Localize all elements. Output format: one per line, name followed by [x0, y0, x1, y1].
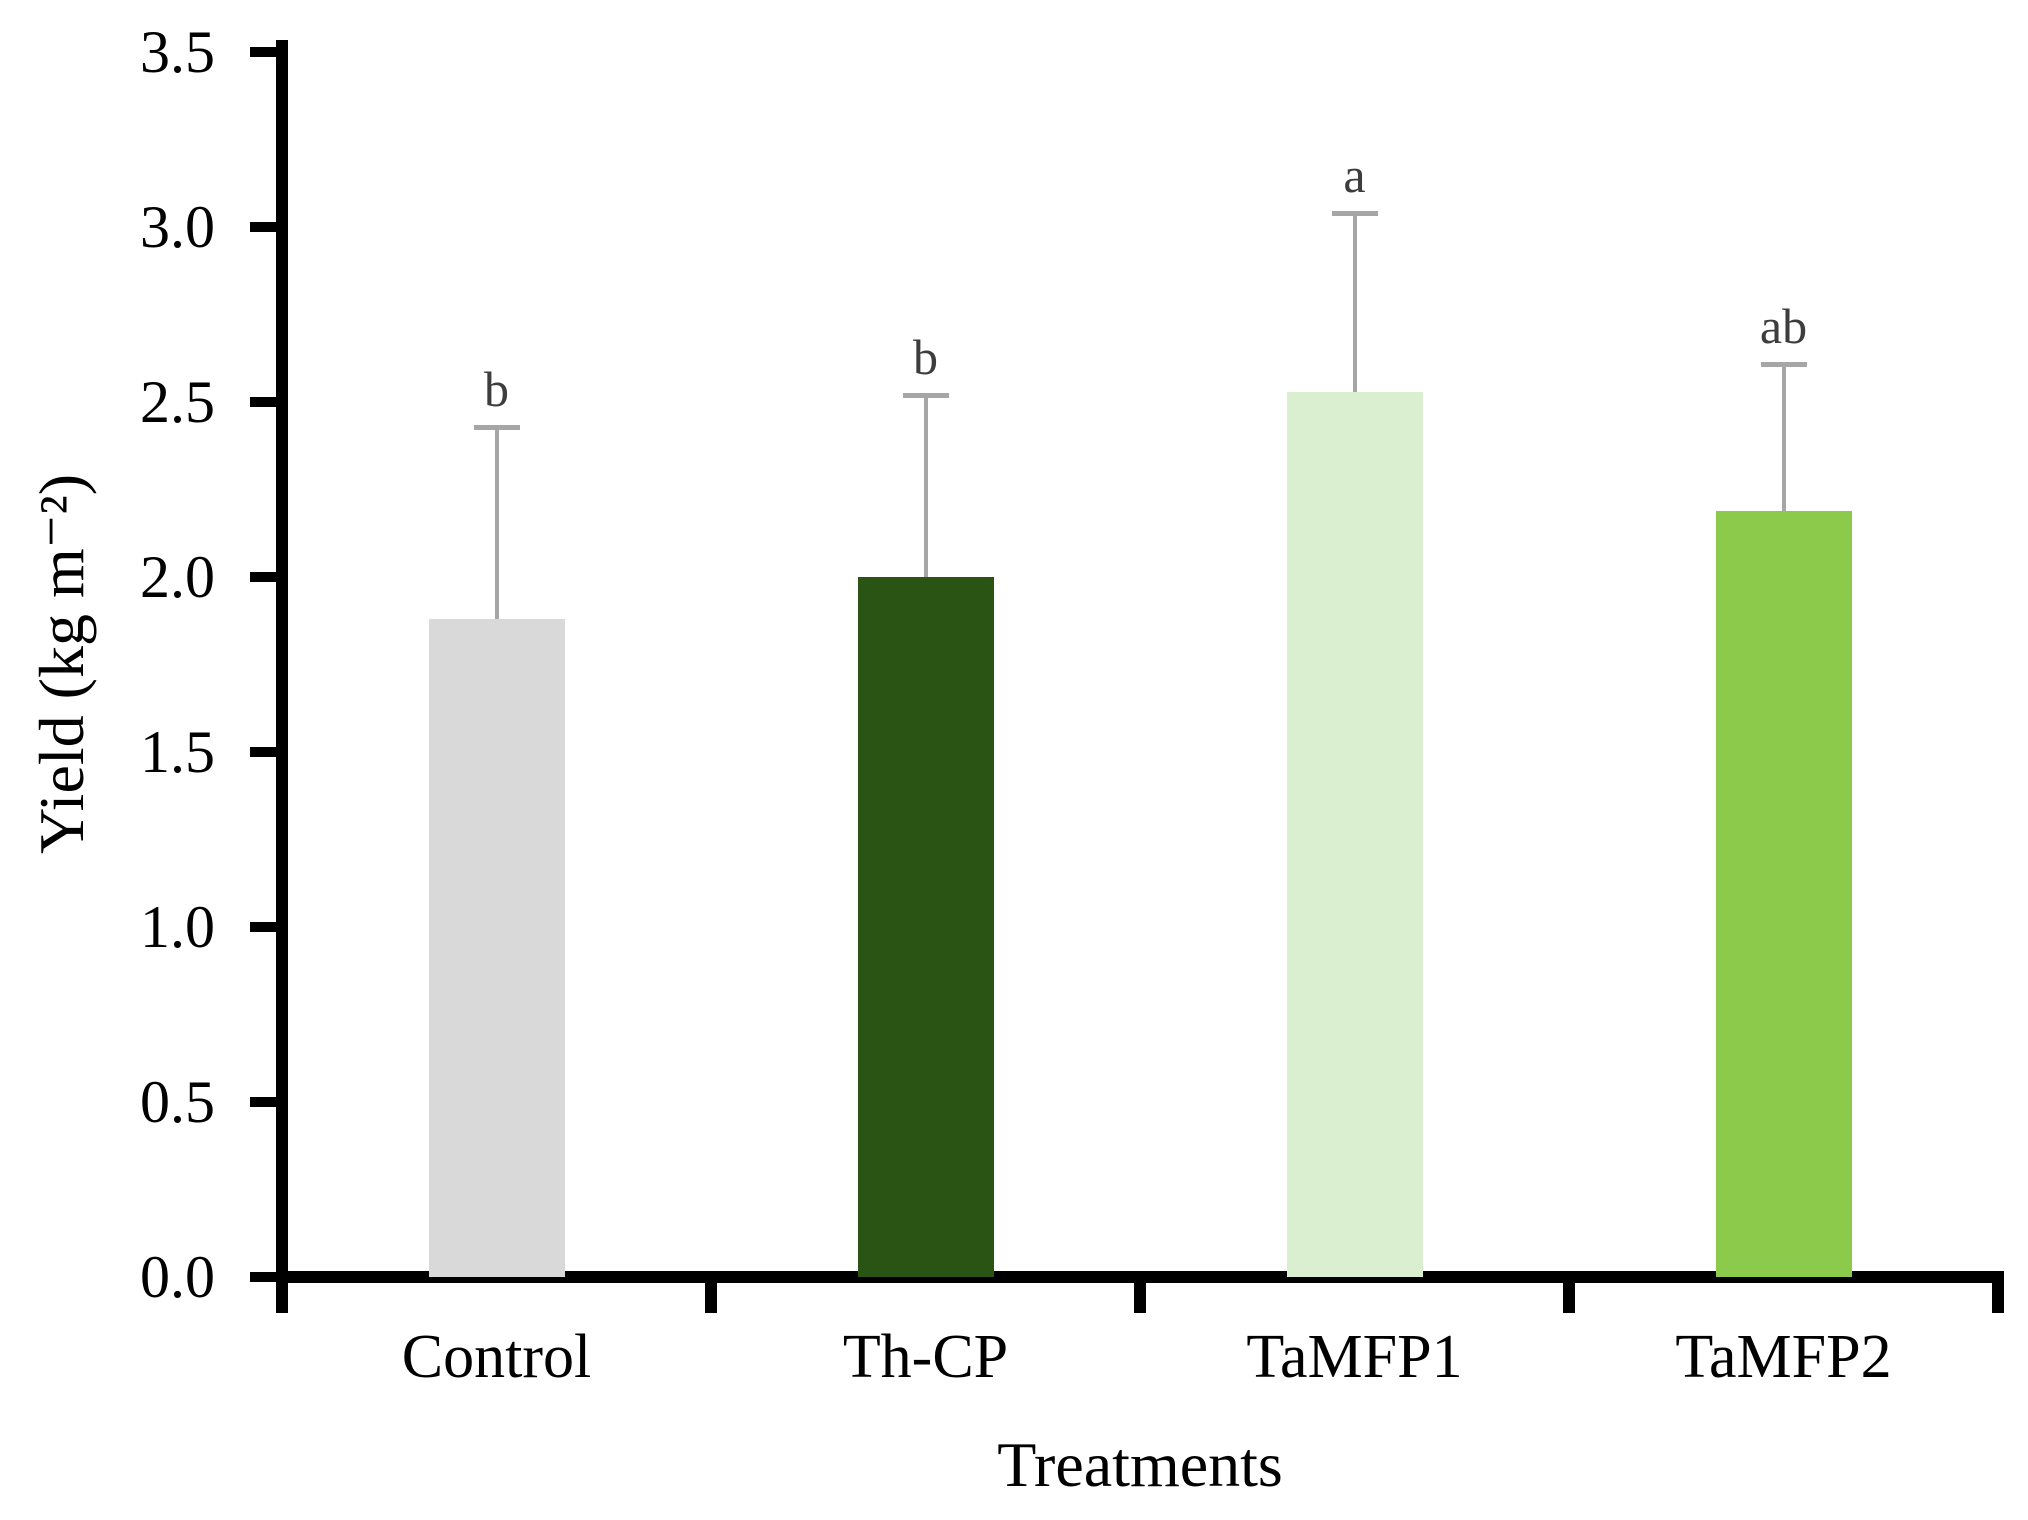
bar — [1286, 391, 1423, 1277]
significance-letter: b — [484, 360, 509, 417]
error-bar-cap — [473, 424, 520, 430]
y-tick-mark — [250, 572, 284, 582]
y-tick-mark — [250, 1097, 284, 1107]
x-category-label: TaMFP1 — [1246, 1323, 1463, 1391]
y-axis-title: Yield (kg m⁻²) — [26, 473, 97, 855]
y-tick-mark — [250, 747, 284, 757]
bar — [1715, 510, 1852, 1277]
error-bar-cap — [1331, 211, 1378, 216]
x-tick-mark — [1563, 1277, 1575, 1313]
y-tick-label: 0.0 — [140, 1244, 215, 1310]
y-axis-line — [276, 40, 288, 1283]
y-tick-label: 2.0 — [140, 544, 215, 610]
significance-letter: ab — [1759, 297, 1808, 354]
error-bar-line — [1781, 363, 1786, 511]
error-bar-line — [923, 395, 928, 577]
y-tick-mark — [250, 47, 284, 57]
error-bar-cap — [902, 393, 949, 398]
y-tick-label: 3.5 — [140, 19, 215, 85]
error-bar-cap — [1760, 361, 1807, 367]
x-tick-mark — [1992, 1277, 2004, 1313]
error-bar-line — [1352, 213, 1357, 392]
x-tick-mark — [1134, 1277, 1146, 1313]
x-category-label: Th-CP — [842, 1323, 1009, 1391]
y-tick-mark — [250, 397, 284, 407]
y-tick-label: 0.5 — [140, 1069, 215, 1135]
significance-letter: b — [913, 329, 938, 385]
y-tick-label: 1.5 — [140, 719, 215, 785]
bar — [428, 619, 565, 1277]
y-tick-mark — [250, 922, 284, 932]
error-bar-line — [494, 426, 499, 619]
y-tick-mark — [250, 222, 284, 232]
x-tick-mark — [276, 1277, 288, 1313]
bar — [857, 577, 994, 1277]
x-tick-mark — [705, 1277, 717, 1313]
significance-letter: a — [1343, 147, 1366, 203]
y-tick-mark — [250, 1272, 284, 1282]
x-category-label: Control — [401, 1323, 592, 1391]
y-tick-label: 2.5 — [140, 369, 215, 435]
y-tick-label: 1.0 — [140, 894, 215, 960]
y-tick-label: 3.0 — [140, 194, 215, 260]
x-axis-title: Treatments — [997, 1429, 1283, 1500]
x-category-label: TaMFP2 — [1675, 1323, 1892, 1391]
